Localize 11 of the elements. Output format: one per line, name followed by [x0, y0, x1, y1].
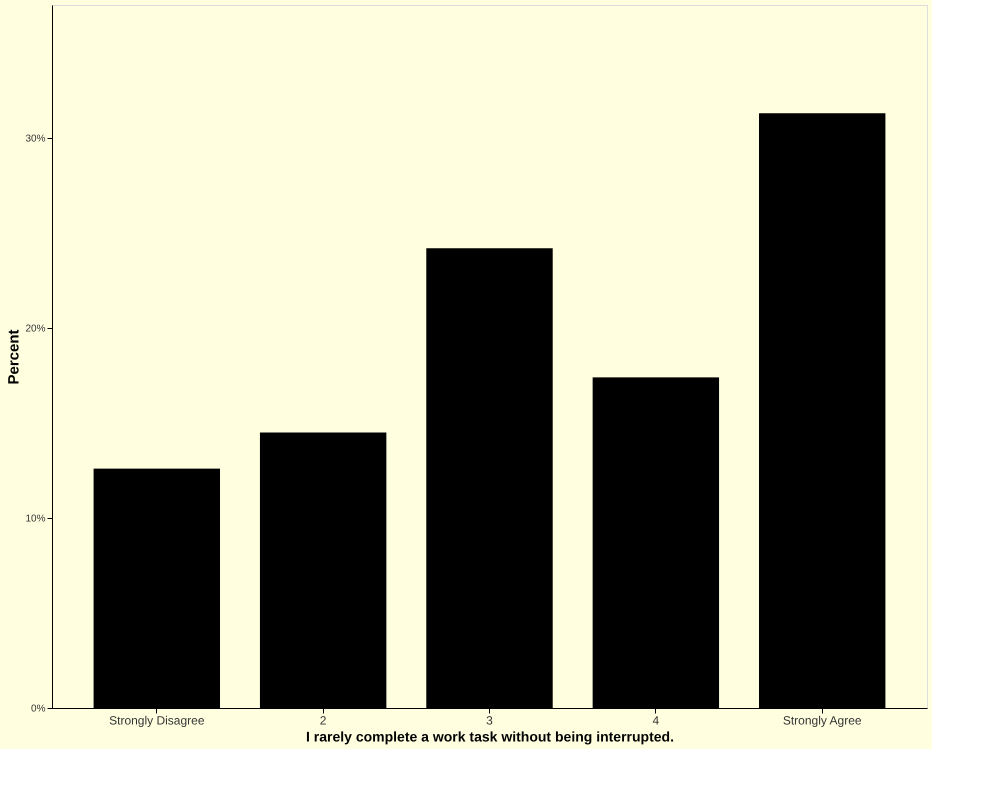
y-tick-label: 20%	[25, 324, 46, 334]
x-tick-label: 2	[320, 714, 327, 728]
x-tick-label: Strongly Disagree	[109, 714, 205, 728]
x-tick-label: 3	[486, 714, 494, 728]
y-axis-title: Percent	[5, 329, 22, 385]
y-tick-label: 30%	[25, 134, 46, 144]
x-tick-label: Strongly Agree	[782, 714, 862, 728]
x-tick-label: 4	[652, 714, 660, 728]
y-tick-label: 10%	[25, 514, 46, 524]
y-tick-label: 0%	[31, 704, 46, 714]
x-axis-title: I rarely complete a work task without being interrupted.	[306, 728, 674, 744]
